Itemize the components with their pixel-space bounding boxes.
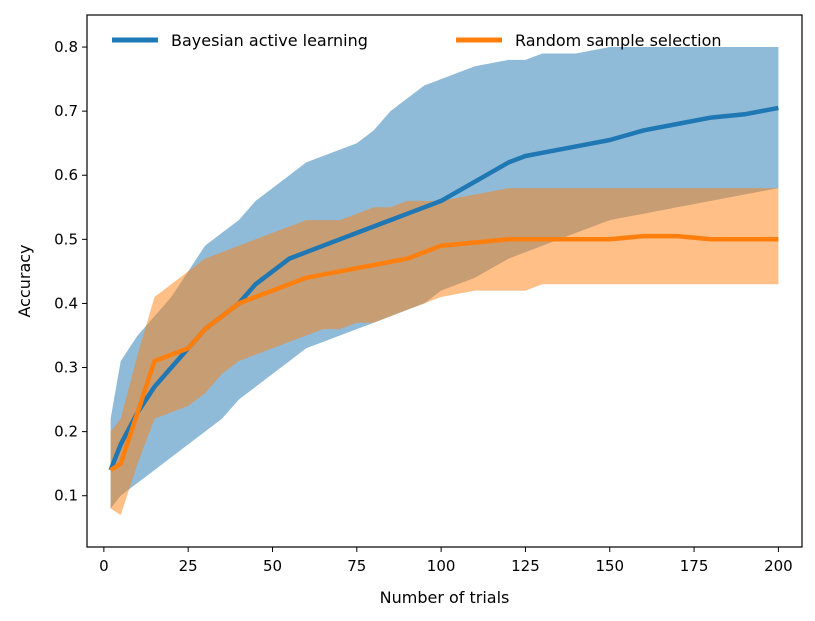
x-tick-label: 25: [179, 557, 198, 575]
legend: Bayesian active learning Random sample s…: [112, 31, 722, 50]
x-tick-label: 175: [680, 557, 709, 575]
x-axis-label: Number of trials: [380, 588, 510, 607]
line-random: [109, 233, 779, 473]
y-tick-label: 0.4: [54, 294, 78, 312]
x-tick-label: 200: [764, 557, 793, 575]
y-tick-label: 0.5: [54, 230, 78, 248]
x-tick-label: 150: [595, 557, 624, 575]
legend-label-bayesian: Bayesian active learning: [171, 31, 368, 50]
x-tick-label: 125: [511, 557, 540, 575]
y-tick-label: 0.7: [54, 102, 78, 120]
x-tick-label: 75: [347, 557, 366, 575]
plot-frame: [86, 14, 803, 548]
legend-label-random: Random sample selection: [515, 31, 722, 50]
y-tick-label: 0.6: [54, 166, 78, 184]
x-tick-label: 100: [427, 557, 456, 575]
x-tick-label: 0: [99, 557, 109, 575]
y-tick-label: 0.2: [54, 423, 78, 441]
series-lines: [108, 105, 779, 473]
y-tick-label: 0.3: [54, 359, 78, 377]
x-tick-label: 50: [263, 557, 282, 575]
y-tick-label: 0.1: [54, 487, 78, 505]
y-axis-label: Accuracy: [15, 244, 34, 317]
x-axis-ticks: 0 25 50 75 100 125 150 175 200: [99, 547, 793, 575]
y-tick-label: 0.8: [54, 38, 78, 56]
y-axis-ticks: 0.1 0.2 0.3 0.4 0.5 0.6 0.7 0.8: [54, 38, 87, 505]
